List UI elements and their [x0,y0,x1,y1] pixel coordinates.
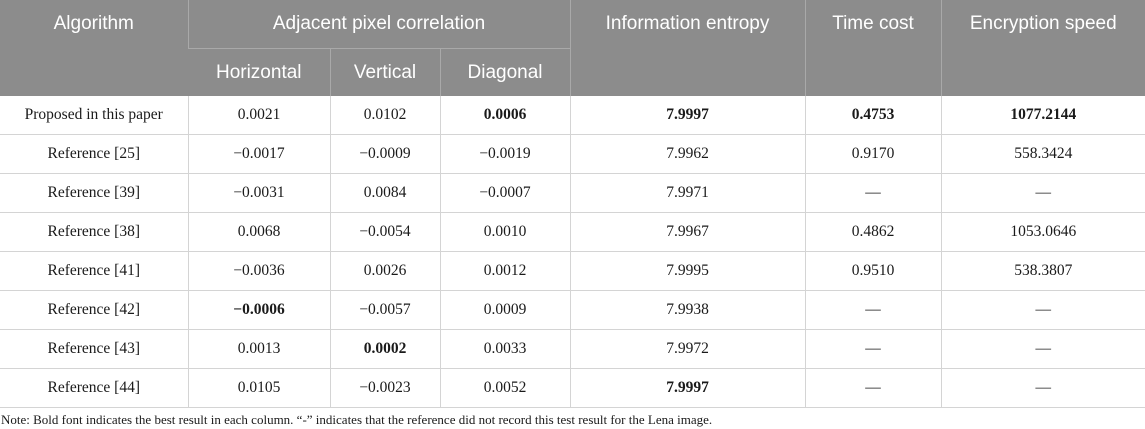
header-vertical: Vertical [329,48,440,96]
table-row: Reference [38] 0.0068 −0.0054 0.0010 7.9… [0,212,1145,252]
header-encryption-speed: Encryption speed [940,0,1145,96]
cell-entropy: 7.9997 [569,96,806,135]
cell-horizontal: −0.0017 [187,134,330,174]
cell-algorithm: Reference [38] [0,212,188,252]
cell-vertical: −0.0054 [329,212,440,252]
cell-vertical: 0.0084 [329,173,440,213]
cell-time-cost: 0.9510 [804,251,942,291]
cell-diagonal: 0.0006 [439,96,571,135]
cell-speed: — [940,368,1145,408]
cell-time-cost: — [804,290,942,330]
cell-vertical: 0.0026 [329,251,440,291]
table-row: Reference [44] 0.0105 −0.0023 0.0052 7.9… [0,368,1145,408]
cell-diagonal: −0.0007 [439,173,571,213]
cell-vertical: 0.0102 [329,96,440,135]
cell-vertical: −0.0057 [329,290,440,330]
cell-algorithm: Reference [41] [0,251,188,291]
cell-speed: 538.3807 [940,251,1145,291]
cell-entropy: 7.9962 [569,134,806,174]
cell-vertical: −0.0023 [329,368,440,408]
cell-horizontal: 0.0021 [187,96,330,135]
cell-time-cost: — [804,329,942,369]
cell-horizontal: −0.0036 [187,251,330,291]
header-algorithm: Algorithm [0,0,188,96]
header-information-entropy: Information entropy [569,0,806,96]
cell-speed: 1077.2144 [940,96,1145,135]
cell-algorithm: Reference [44] [0,368,188,408]
cell-diagonal: 0.0012 [439,251,571,291]
header-row: Algorithm Adjacent pixel correlation Inf… [0,0,1145,96]
cell-time-cost: 0.4753 [804,96,942,135]
cell-speed: — [940,290,1145,330]
cell-speed: 1053.0646 [940,212,1145,252]
table-row: Proposed in this paper 0.0021 0.0102 0.0… [0,96,1145,135]
cell-speed: — [940,173,1145,213]
cell-algorithm: Proposed in this paper [0,96,188,135]
cell-diagonal: 0.0009 [439,290,571,330]
cell-speed: 558.3424 [940,134,1145,174]
header-time-cost: Time cost [804,0,942,96]
cell-time-cost: 0.4862 [804,212,942,252]
cell-horizontal: 0.0013 [187,329,330,369]
header-adjacent-pixel-correlation: Adjacent pixel correlation [187,0,571,49]
header-diagonal: Diagonal [439,48,571,96]
table-row: Reference [43] 0.0013 0.0002 0.0033 7.99… [0,329,1145,369]
table-row: Reference [41] −0.0036 0.0026 0.0012 7.9… [0,251,1145,291]
cell-entropy: 7.9967 [569,212,806,252]
comparison-table: Algorithm Adjacent pixel correlation Inf… [0,0,1145,408]
cell-entropy: 7.9997 [569,368,806,408]
cell-time-cost: — [804,368,942,408]
cell-entropy: 7.9938 [569,290,806,330]
cell-entropy: 7.9972 [569,329,806,369]
cell-vertical: 0.0002 [329,329,440,369]
cell-entropy: 7.9995 [569,251,806,291]
cell-algorithm: Reference [25] [0,134,188,174]
cell-horizontal: −0.0031 [187,173,330,213]
table-row: Reference [25] −0.0017 −0.0009 −0.0019 7… [0,134,1145,174]
cell-horizontal: 0.0068 [187,212,330,252]
cell-diagonal: 0.0052 [439,368,571,408]
cell-algorithm: Reference [39] [0,173,188,213]
table-note: Note: Bold font indicates the best resul… [1,412,713,427]
cell-diagonal: 0.0033 [439,329,571,369]
subheader-row: Horizontal Vertical Diagonal [0,48,1145,96]
table-row: Reference [42] −0.0006 −0.0057 0.0009 7.… [0,290,1145,330]
cell-algorithm: Reference [43] [0,329,188,369]
cell-time-cost: — [804,173,942,213]
cell-vertical: −0.0009 [329,134,440,174]
cell-algorithm: Reference [42] [0,290,188,330]
cell-time-cost: 0.9170 [804,134,942,174]
cell-diagonal: 0.0010 [439,212,571,252]
table-row: Reference [39] −0.0031 0.0084 −0.0007 7.… [0,173,1145,213]
header-horizontal: Horizontal [188,48,330,96]
cell-horizontal: 0.0105 [187,368,330,408]
cell-horizontal: −0.0006 [187,290,330,330]
cell-diagonal: −0.0019 [439,134,571,174]
cell-entropy: 7.9971 [569,173,806,213]
cell-speed: — [940,329,1145,369]
